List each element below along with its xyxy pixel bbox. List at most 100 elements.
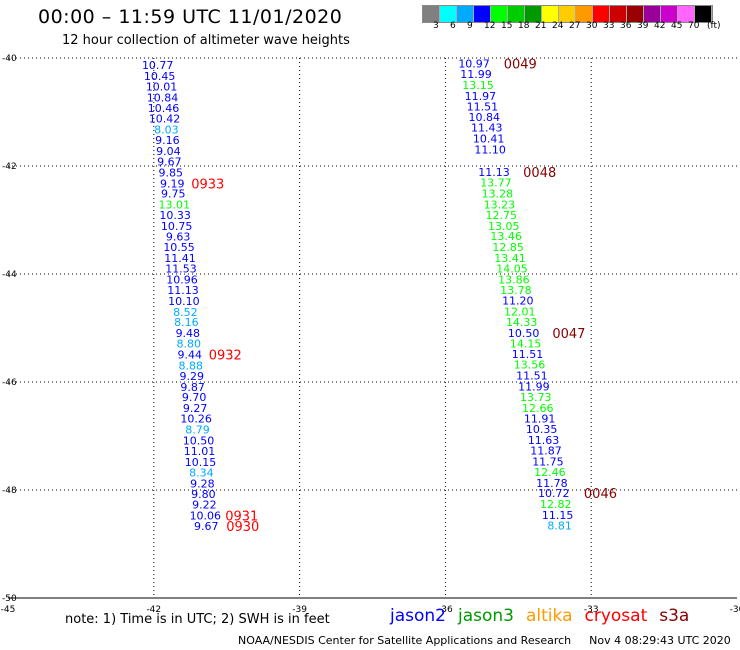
- wave-height-value: 10.41: [473, 132, 505, 145]
- legend-label: 24: [552, 21, 564, 31]
- wave-height-value: 9.85: [159, 166, 184, 179]
- wave-height-value: 10.33: [159, 209, 191, 222]
- legend-label: 27: [569, 21, 581, 31]
- legend-label: 9: [467, 21, 473, 31]
- wave-height-value: 12.01: [504, 305, 536, 318]
- wave-height-value: 11.10: [474, 143, 506, 156]
- legend-swatch: [644, 6, 661, 22]
- wave-height-value: 8.52: [173, 306, 198, 319]
- wave-height-value: 8.88: [178, 359, 203, 372]
- legend-swatch: [542, 6, 559, 22]
- wave-height-value: 9.67: [157, 156, 182, 169]
- legend-label: 3: [433, 21, 439, 31]
- wave-height-value: 13.73: [520, 391, 552, 404]
- legend-swatch: [508, 6, 525, 22]
- wave-height-value: 8.16: [174, 316, 199, 329]
- wave-height-value: 10.55: [163, 241, 195, 254]
- legend-swatch: [661, 6, 678, 22]
- y-tick-label: -50: [2, 594, 17, 604]
- legend-label: 36: [620, 21, 632, 31]
- wave-height-value: 9.48: [176, 327, 201, 340]
- wave-height-value: 11.51: [516, 370, 548, 383]
- wave-height-value: 9.28: [190, 478, 215, 491]
- wave-height-value: 11.13: [167, 284, 199, 297]
- wave-height-value: 14.15: [510, 338, 542, 351]
- wave-height-value: 9.19: [160, 177, 185, 190]
- wave-height-value: 11.41: [164, 252, 196, 265]
- pass-time-label: 0931: [225, 509, 258, 524]
- satellite-jason3: jason3: [458, 606, 514, 626]
- wave-height-value: 10.42: [149, 112, 181, 125]
- wave-height-value: 10.75: [161, 220, 193, 233]
- wave-height-value: 10.50: [508, 327, 540, 340]
- legend-swatch: [576, 6, 593, 22]
- wave-height-value: 11.51: [512, 348, 544, 361]
- legend-label: 21: [535, 21, 547, 31]
- pass-time-label: 0046: [584, 487, 617, 502]
- wave-height-value: 10.35: [526, 423, 558, 436]
- wave-height-value: 9.16: [155, 134, 180, 147]
- wave-height-value: 11.01: [184, 445, 216, 458]
- wave-height-value: 11.99: [518, 380, 550, 393]
- pass-time-label: 0933: [191, 177, 224, 192]
- legend-swatch: [457, 6, 474, 22]
- legend-swatch: [559, 6, 576, 22]
- wave-height-value: 8.81: [547, 520, 572, 533]
- y-tick-label: -46: [2, 378, 17, 388]
- legend-label: 45: [671, 21, 683, 31]
- x-tick-label: -45: [1, 605, 16, 615]
- wave-height-value: 10.26: [180, 413, 212, 426]
- chart-subtitle: 12 hour collection of altimeter wave hei…: [62, 33, 350, 48]
- wave-height-value: 14.33: [506, 316, 538, 329]
- x-tick-label: -42: [146, 605, 161, 615]
- legend-label: 70: [688, 21, 700, 31]
- wave-height-value: 14.05: [496, 263, 528, 276]
- legend-swatch: [423, 6, 440, 22]
- legend-swatch: [627, 6, 644, 22]
- x-tick-label: -39: [292, 605, 307, 615]
- wave-height-value: 11.43: [471, 122, 503, 135]
- wave-height-value: 11.99: [460, 68, 492, 81]
- pass-time-label: 0047: [552, 327, 585, 342]
- wave-height-value: 10.84: [469, 111, 501, 124]
- legend-label: 6: [450, 21, 456, 31]
- legend-swatch: [610, 6, 627, 22]
- y-tick-label: -48: [2, 486, 17, 496]
- wave-height-value: 9.70: [182, 391, 207, 404]
- legend-label: 12: [484, 21, 496, 31]
- credit-text: NOAA/NESDIS Center for Satellite Applica…: [238, 634, 572, 647]
- wave-height-value: 13.15: [462, 79, 494, 92]
- wave-height-value: 9.04: [156, 145, 181, 158]
- pass-time-label: 0049: [504, 57, 537, 72]
- wave-height-value: 11.63: [528, 434, 560, 447]
- wave-height-value: 9.22: [192, 499, 217, 512]
- color-scale-labels: 3 6 9 12 15 18 21 24 27 30 33 36 39 42 45 70 (ft): [422, 21, 740, 35]
- pass-time-label: 0930: [226, 520, 259, 535]
- satellite-s3a: s3a: [659, 606, 690, 626]
- wave-height-value: 8.03: [154, 123, 179, 136]
- wave-height-value: 13.77: [480, 177, 512, 190]
- legend-label: 39: [637, 21, 649, 31]
- wave-height-value: 8.34: [189, 467, 214, 480]
- satellite-altika: altika: [526, 606, 573, 626]
- wave-height-value: 10.01: [146, 81, 178, 94]
- wave-height-value: 11.20: [502, 294, 534, 307]
- wave-height-value: 13.05: [488, 220, 520, 233]
- wave-height-value: 13.28: [482, 188, 514, 201]
- wave-height-value: 9.67: [194, 520, 219, 533]
- x-tick-label: -36: [438, 605, 453, 615]
- wave-height-value: 11.15: [542, 509, 574, 522]
- wave-height-value: 13.23: [484, 198, 516, 211]
- wave-height-value: 11.97: [465, 90, 497, 103]
- wave-height-value: 8.80: [177, 338, 202, 351]
- wave-height-value: 13.56: [514, 359, 546, 372]
- wave-height-value: 9.80: [191, 488, 216, 501]
- wave-height-value: 13.86: [498, 273, 530, 286]
- wave-height-value: 13.46: [490, 230, 522, 243]
- satellite-jason2: jason2: [390, 606, 446, 626]
- wave-height-value: 12.66: [522, 402, 554, 415]
- legend-swatch: [525, 6, 542, 22]
- wave-height-value: 11.51: [467, 101, 499, 114]
- wave-height-value: 11.75: [532, 455, 564, 468]
